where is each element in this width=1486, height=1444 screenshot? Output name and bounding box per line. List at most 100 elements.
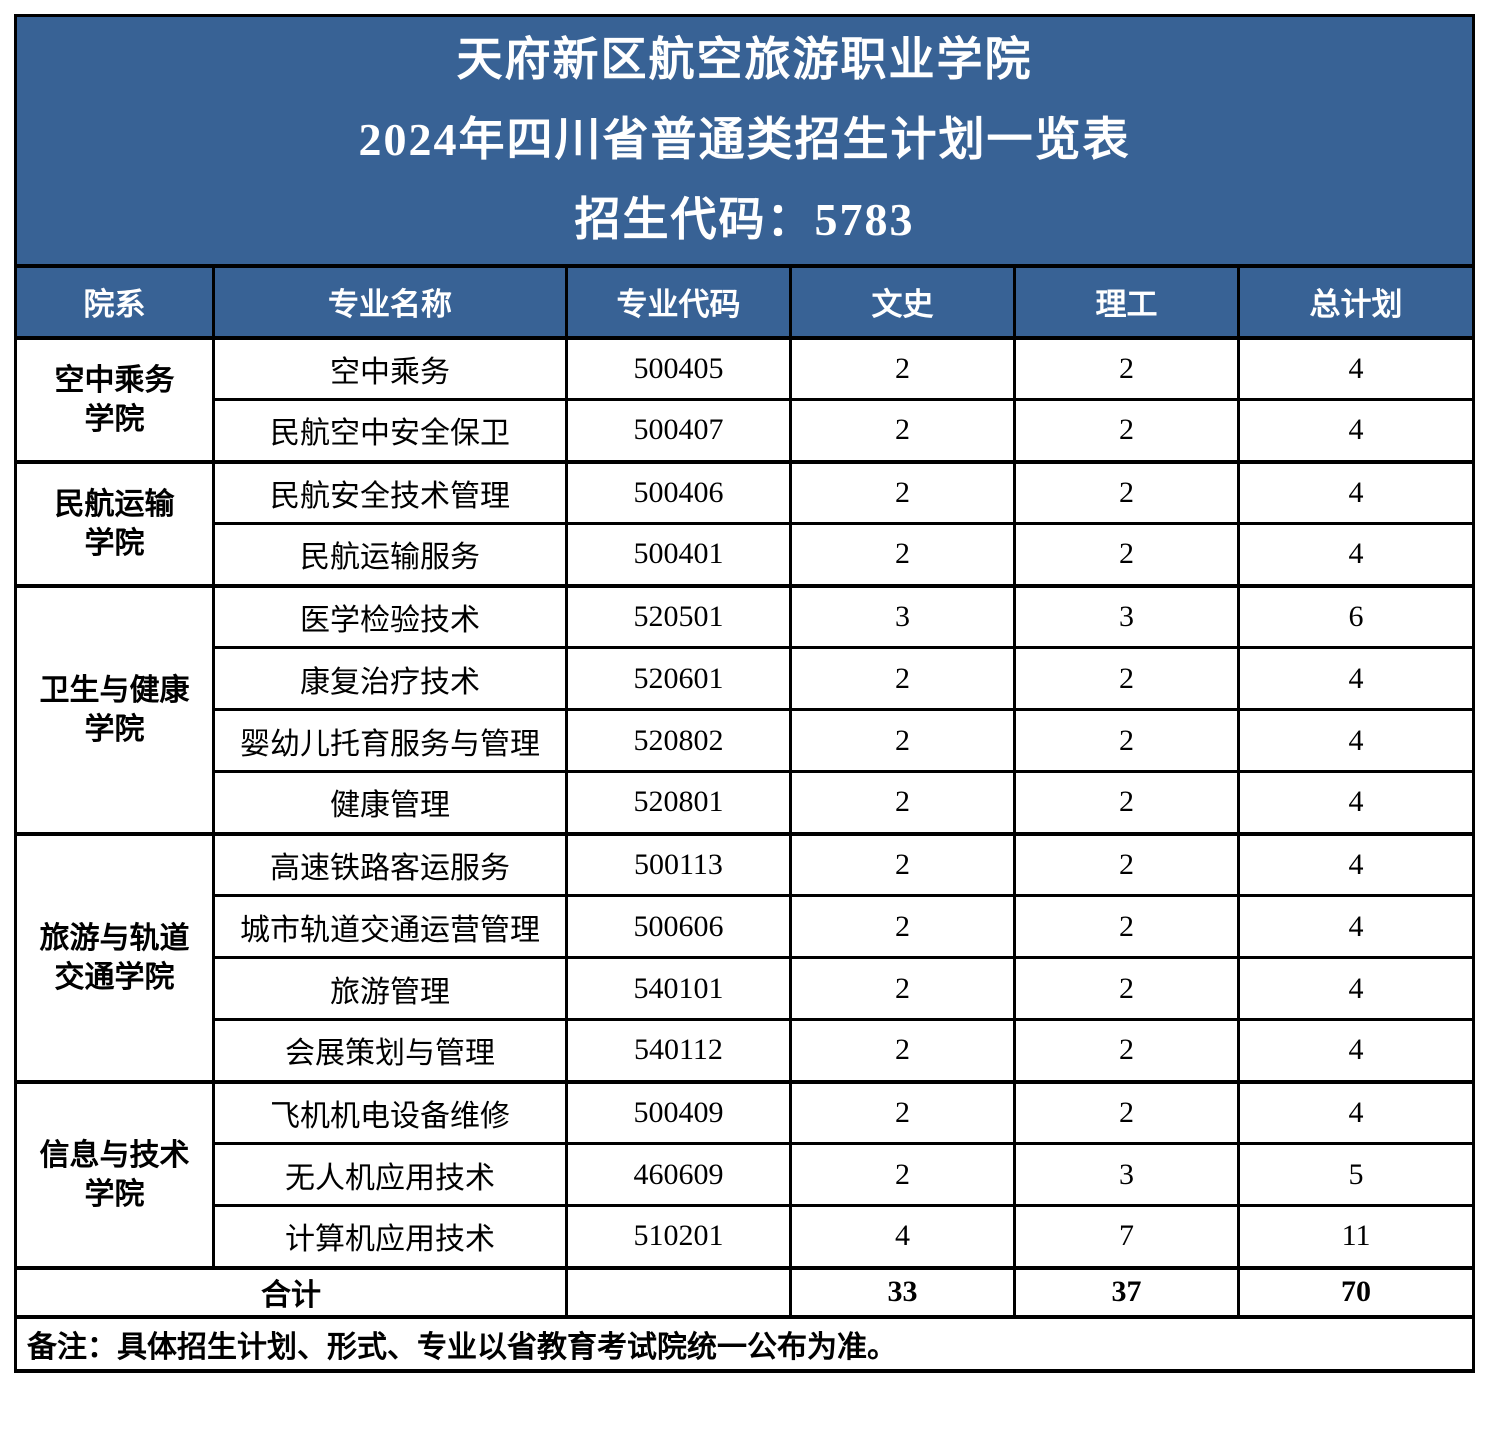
ligong-count-cell: 2 — [1013, 956, 1240, 1021]
total-count-cell: 5 — [1236, 1142, 1476, 1207]
table-row: 计算机应用技术 510201 4 7 11 — [16, 1204, 1476, 1269]
ligong-count-cell: 2 — [1013, 708, 1240, 773]
ligong-count-cell: 2 — [1013, 770, 1240, 835]
wenshi-count-cell: 2 — [789, 770, 1016, 835]
total-count-cell: 4 — [1236, 831, 1476, 897]
table-row: 民航运输服务 500401 2 2 4 — [16, 522, 1476, 587]
wenshi-count-cell: 2 — [789, 646, 1016, 711]
table-row: 卫生与健康 学院 医学检验技术 520501 3 3 6 — [14, 583, 1476, 835]
major-name-cell: 无人机应用技术 — [212, 1142, 568, 1207]
table-row: 民航空中安全保卫 500407 2 2 4 — [16, 398, 1476, 463]
ligong-count-cell: 2 — [1013, 1018, 1240, 1083]
ligong-count-cell: 2 — [1013, 894, 1240, 959]
department-cell: 信息与技术 学院 — [14, 1079, 215, 1269]
major-code-cell: 500606 — [565, 894, 792, 959]
column-header-ligong: 理工 — [1013, 264, 1240, 340]
total-count-cell: 4 — [1236, 1079, 1476, 1145]
major-code-cell: 540112 — [565, 1018, 792, 1083]
table-row: 无人机应用技术 460609 2 3 5 — [16, 1142, 1476, 1207]
major-code-cell: 500113 — [565, 831, 792, 897]
major-name-cell: 旅游管理 — [212, 956, 568, 1021]
ligong-count-cell: 2 — [1013, 398, 1240, 463]
major-name-cell: 城市轨道交通运营管理 — [212, 894, 568, 959]
total-count-cell: 4 — [1236, 398, 1476, 463]
major-name-cell: 康复治疗技术 — [212, 646, 568, 711]
department-cell: 卫生与健康 学院 — [14, 583, 215, 835]
admission-plan-table: 天府新区航空旅游职业学院 2024年四川省普通类招生计划一览表 招生代码：578… — [13, 14, 1476, 1373]
major-name-cell: 医学检验技术 — [212, 583, 568, 649]
wenshi-count-cell: 2 — [789, 1079, 1016, 1145]
wenshi-count-cell: 2 — [789, 708, 1016, 773]
total-count-cell: 4 — [1236, 459, 1476, 525]
major-code-cell: 500407 — [565, 398, 792, 463]
major-name-cell: 飞机机电设备维修 — [212, 1079, 568, 1145]
total-count-cell: 4 — [1236, 770, 1476, 835]
note-row: 备注：具体招生计划、形式、专业以省教育考试院统一公布为准。 — [13, 1314, 1476, 1373]
wenshi-count-cell: 2 — [789, 1018, 1016, 1083]
major-name-cell: 计算机应用技术 — [212, 1204, 568, 1269]
ligong-count-cell: 3 — [1013, 583, 1240, 649]
summary-spacer-cell — [565, 1265, 792, 1319]
wenshi-count-cell: 4 — [789, 1204, 1016, 1269]
department-cell: 旅游与轨道 交通学院 — [14, 831, 215, 1083]
table-row: 康复治疗技术 520601 2 2 4 — [16, 646, 1476, 711]
major-code-cell: 510201 — [565, 1204, 792, 1269]
column-header-department: 院系 — [14, 264, 215, 340]
title-banner-row: 天府新区航空旅游职业学院 2024年四川省普通类招生计划一览表 招生代码：578… — [13, 14, 1476, 268]
table-row: 城市轨道交通运营管理 500606 2 2 4 — [16, 894, 1476, 959]
major-name-cell: 婴幼儿托育服务与管理 — [212, 708, 568, 773]
major-code-cell: 500409 — [565, 1079, 792, 1145]
major-code-cell: 520601 — [565, 646, 792, 711]
major-code-cell: 540101 — [565, 956, 792, 1021]
table-row: 婴幼儿托育服务与管理 520802 2 2 4 — [16, 708, 1476, 773]
wenshi-count-cell: 2 — [789, 459, 1016, 525]
department-cell: 民航运输 学院 — [14, 459, 215, 587]
title-banner: 天府新区航空旅游职业学院 2024年四川省普通类招生计划一览表 招生代码：578… — [13, 14, 1476, 268]
school-name-title: 天府新区航空旅游职业学院 — [456, 34, 1033, 86]
note-text: 备注：具体招生计划、形式、专业以省教育考试院统一公布为准。 — [13, 1314, 1476, 1373]
wenshi-count-cell: 2 — [789, 956, 1016, 1021]
major-name-cell: 民航安全技术管理 — [212, 459, 568, 525]
major-rows: 空中乘务 学院 空中乘务 500405 2 2 4 民航空中安全保卫 500407 2 2 4 民航运… — [14, 335, 1476, 1269]
total-count-cell: 4 — [1236, 708, 1476, 773]
total-count-cell: 4 — [1236, 894, 1476, 959]
summary-wenshi-cell: 33 — [789, 1265, 1016, 1319]
major-code-cell: 520802 — [565, 708, 792, 773]
column-header-row: 院系 专业名称 专业代码 文史 理工 总计划 — [14, 264, 1476, 340]
major-code-cell: 520801 — [565, 770, 792, 835]
major-code-cell: 500401 — [565, 522, 792, 587]
total-count-cell: 4 — [1236, 646, 1476, 711]
total-count-cell: 4 — [1236, 956, 1476, 1021]
total-count-cell: 4 — [1236, 1018, 1476, 1083]
enrollment-code-line: 招生代码：5783 — [574, 194, 915, 246]
ligong-count-cell: 2 — [1013, 646, 1240, 711]
major-name-cell: 民航空中安全保卫 — [212, 398, 568, 463]
ligong-count-cell: 2 — [1013, 459, 1240, 525]
total-count-cell: 4 — [1236, 522, 1476, 587]
table-row: 空中乘务 学院 空中乘务 500405 2 2 4 — [14, 335, 1476, 463]
summary-row: 合计 33 37 70 — [14, 1265, 1476, 1319]
page: 天府新区航空旅游职业学院 2024年四川省普通类招生计划一览表 招生代码：578… — [13, 14, 1476, 1373]
department-cell: 空中乘务 学院 — [14, 335, 215, 463]
major-name-cell: 高速铁路客运服务 — [212, 831, 568, 897]
major-code-cell: 500405 — [565, 335, 792, 401]
ligong-count-cell: 2 — [1013, 335, 1240, 401]
wenshi-count-cell: 3 — [789, 583, 1016, 649]
wenshi-count-cell: 2 — [789, 894, 1016, 959]
table-row: 民航运输 学院 民航安全技术管理 500406 2 2 4 — [14, 459, 1476, 587]
column-header-wenshi: 文史 — [789, 264, 1016, 340]
ligong-count-cell: 2 — [1013, 831, 1240, 897]
major-name-cell: 民航运输服务 — [212, 522, 568, 587]
ligong-count-cell: 2 — [1013, 1079, 1240, 1145]
major-code-cell: 520501 — [565, 583, 792, 649]
table-row: 健康管理 520801 2 2 4 — [16, 770, 1476, 835]
column-header-major-name: 专业名称 — [212, 264, 568, 340]
ligong-count-cell: 7 — [1013, 1204, 1240, 1269]
plan-title: 2024年四川省普通类招生计划一览表 — [358, 114, 1131, 166]
ligong-count-cell: 3 — [1013, 1142, 1240, 1207]
wenshi-count-cell: 2 — [789, 522, 1016, 587]
wenshi-count-cell: 2 — [789, 831, 1016, 897]
wenshi-count-cell: 2 — [789, 1142, 1016, 1207]
column-header-major-code: 专业代码 — [565, 264, 792, 340]
table-row: 会展策划与管理 540112 2 2 4 — [16, 1018, 1476, 1083]
